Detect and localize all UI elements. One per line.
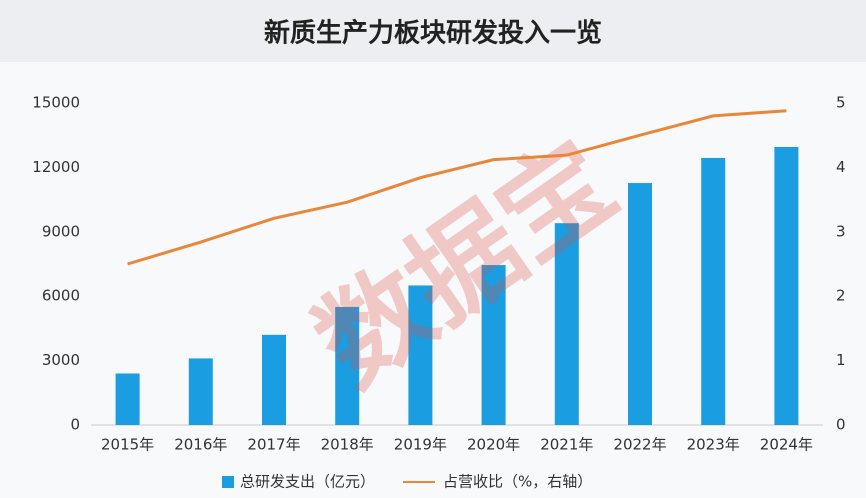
bar [774, 147, 799, 426]
y-tick-label: 15000 [32, 94, 80, 112]
bar [188, 358, 213, 425]
chart-title: 新质生产力板块研发投入一览 [264, 18, 602, 49]
y2-tick-label: 1 [836, 351, 846, 369]
line [127, 109, 787, 266]
y-tick-label: 6000 [42, 287, 80, 305]
y-tick-label: 12000 [32, 158, 80, 176]
x-tick-label: 2016年 [174, 436, 227, 454]
bar [701, 157, 726, 426]
legend-label: 总研发支出（亿元） [240, 473, 375, 491]
y2-tick-label: 3 [836, 222, 846, 240]
y2-tick-label: 0 [836, 416, 846, 434]
x-tick-label: 2018年 [321, 436, 374, 454]
bar [628, 183, 652, 425]
y-tick-label: 0 [70, 416, 80, 434]
bar [481, 265, 506, 425]
bar [262, 334, 286, 425]
y-tick-label: 9000 [42, 222, 80, 240]
x-tick-label: 2019年 [394, 436, 447, 454]
x-tick-label: 2015年 [101, 436, 154, 454]
x-tick-label: 2020年 [467, 436, 520, 454]
y2-tick-label: 2 [836, 287, 846, 305]
x-tick-label: 2022年 [613, 436, 666, 454]
title-band [0, 0, 866, 62]
x-tick-label: 2023年 [687, 436, 740, 454]
legend-label: 占营收比（%，右轴） [443, 473, 592, 491]
legend-swatch [222, 476, 234, 488]
bar [554, 223, 579, 425]
y-tick-label: 3000 [42, 351, 80, 369]
bar [115, 373, 140, 425]
bar [335, 306, 360, 425]
x-tick-label: 2017年 [247, 436, 300, 454]
x-tick-label: 2024年 [760, 436, 813, 454]
x-tick-label: 2021年 [540, 436, 593, 454]
y2-tick-label: 4 [836, 158, 846, 176]
bar [408, 285, 433, 425]
y2-tick-label: 5 [836, 94, 846, 112]
